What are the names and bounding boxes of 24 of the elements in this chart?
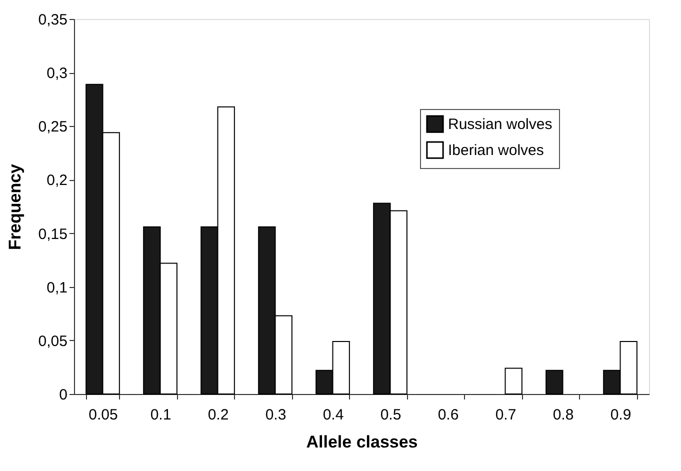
y-tick-label: 0 xyxy=(59,386,68,404)
bar xyxy=(504,368,522,394)
x-tick-label: 0.7 xyxy=(495,406,516,424)
y-tick-label: 0,25 xyxy=(38,118,68,136)
x-tick-label: 0.4 xyxy=(322,406,344,424)
x-tick-label: 0.8 xyxy=(552,406,574,424)
x-tick-label: 0.9 xyxy=(610,406,632,424)
x-axis-title: Allele classes xyxy=(306,432,418,452)
y-axis-title: Frequency xyxy=(5,163,24,250)
legend-label: Iberian wolves xyxy=(448,142,544,159)
y-tick-label: 0,2 xyxy=(46,172,68,190)
y-tick-label: 0,35 xyxy=(38,12,68,28)
x-tick-label: 0.2 xyxy=(208,406,229,424)
x-tick-label: 0.5 xyxy=(380,406,402,424)
x-tick-label: 0.1 xyxy=(150,406,172,424)
y-tick-label: 0,1 xyxy=(46,279,68,296)
x-tick-label: 0.3 xyxy=(265,406,286,424)
y-tick-label: 0,15 xyxy=(38,226,68,243)
x-tick-label: 0.05 xyxy=(88,406,118,424)
x-tick-label: 0.6 xyxy=(438,406,459,424)
y-tick-label: 0,05 xyxy=(38,332,68,350)
bar xyxy=(546,370,564,394)
y-tick-label: 0,3 xyxy=(46,65,68,82)
legend-label: Russian wolves xyxy=(448,116,552,133)
